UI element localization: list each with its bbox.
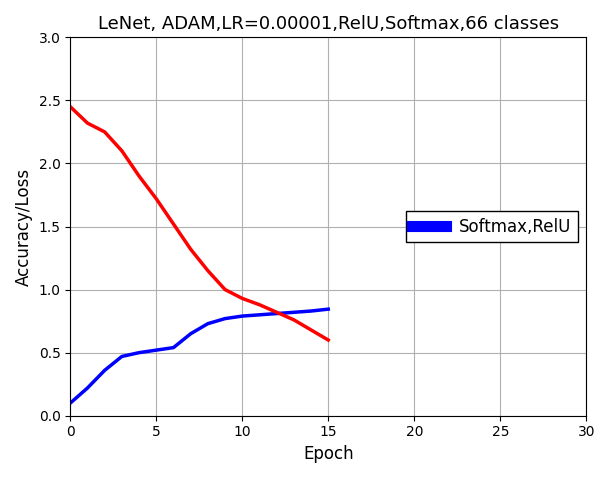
Softmax,RelU: [101, 368, 109, 373]
Softmax,RelU: [135, 350, 143, 356]
Softmax,RelU: [307, 308, 315, 314]
Softmax,RelU: [221, 316, 229, 322]
Softmax,RelU: [273, 311, 281, 316]
Softmax,RelU: [152, 347, 160, 353]
Legend: Softmax,RelU: Softmax,RelU: [406, 211, 578, 242]
X-axis label: Epoch: Epoch: [303, 445, 354, 463]
Softmax,RelU: [118, 354, 126, 359]
Softmax,RelU: [256, 312, 263, 318]
Line: Softmax,RelU: Softmax,RelU: [70, 309, 328, 403]
Y-axis label: Accuracy/Loss: Accuracy/Loss: [15, 167, 33, 285]
Softmax,RelU: [325, 306, 332, 312]
Softmax,RelU: [239, 313, 246, 319]
Softmax,RelU: [204, 321, 212, 326]
Softmax,RelU: [290, 309, 298, 315]
Softmax,RelU: [187, 331, 195, 337]
Softmax,RelU: [66, 400, 74, 406]
Softmax,RelU: [84, 385, 91, 391]
Softmax,RelU: [170, 345, 177, 350]
Title: LeNet, ADAM,LR=0.00001,RelU,Softmax,66 classes: LeNet, ADAM,LR=0.00001,RelU,Softmax,66 c…: [98, 15, 559, 33]
